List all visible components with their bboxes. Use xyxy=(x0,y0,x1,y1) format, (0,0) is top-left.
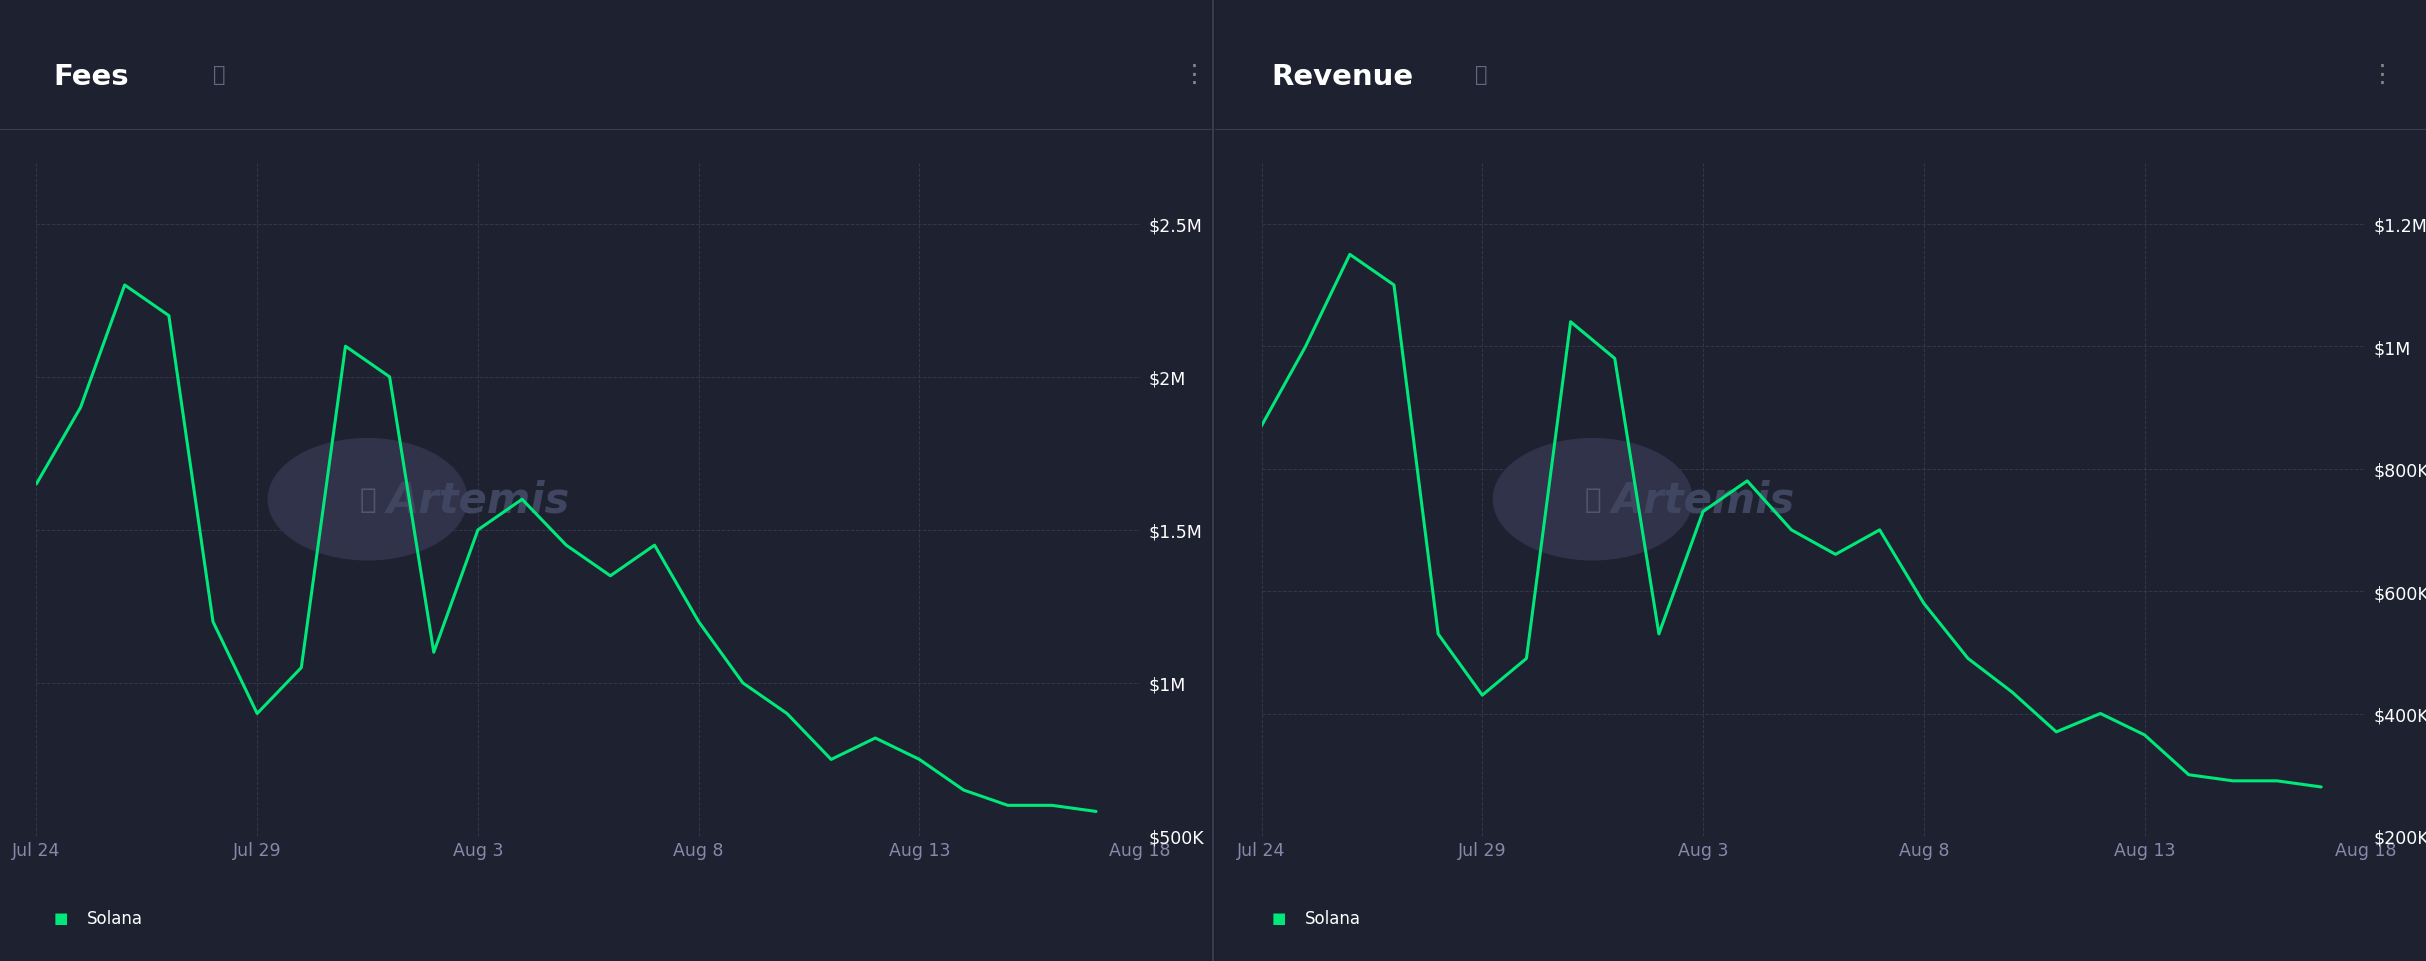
Text: ⋮: ⋮ xyxy=(1181,63,1206,86)
Text: ⓘ: ⓘ xyxy=(213,65,226,85)
Text: ■: ■ xyxy=(53,910,68,925)
Text: ⋮: ⋮ xyxy=(2370,63,2394,86)
Text: Artemis: Artemis xyxy=(1611,479,1795,521)
Text: Fees: Fees xyxy=(53,62,129,91)
Text: ₿: ₿ xyxy=(1584,485,1601,514)
Text: ■: ■ xyxy=(1271,910,1286,925)
Text: Solana: Solana xyxy=(87,909,143,926)
Text: ⓘ: ⓘ xyxy=(1475,65,1487,85)
Text: Revenue: Revenue xyxy=(1271,62,1414,91)
Circle shape xyxy=(1494,439,1691,560)
Circle shape xyxy=(269,439,466,560)
Text: Solana: Solana xyxy=(1305,909,1361,926)
Text: ₿: ₿ xyxy=(359,485,376,514)
Text: Artemis: Artemis xyxy=(386,479,570,521)
